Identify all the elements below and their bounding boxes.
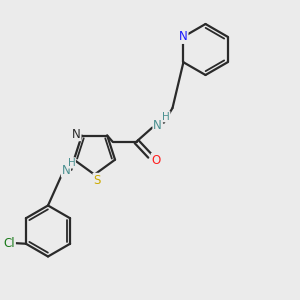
Text: H: H — [68, 158, 75, 168]
Text: S: S — [93, 173, 100, 187]
Text: N: N — [179, 30, 188, 43]
Text: N: N — [153, 118, 162, 132]
Text: N: N — [61, 164, 70, 177]
Text: Cl: Cl — [4, 237, 15, 250]
Text: N: N — [72, 128, 81, 140]
Text: O: O — [152, 154, 160, 167]
Text: H: H — [162, 112, 170, 122]
